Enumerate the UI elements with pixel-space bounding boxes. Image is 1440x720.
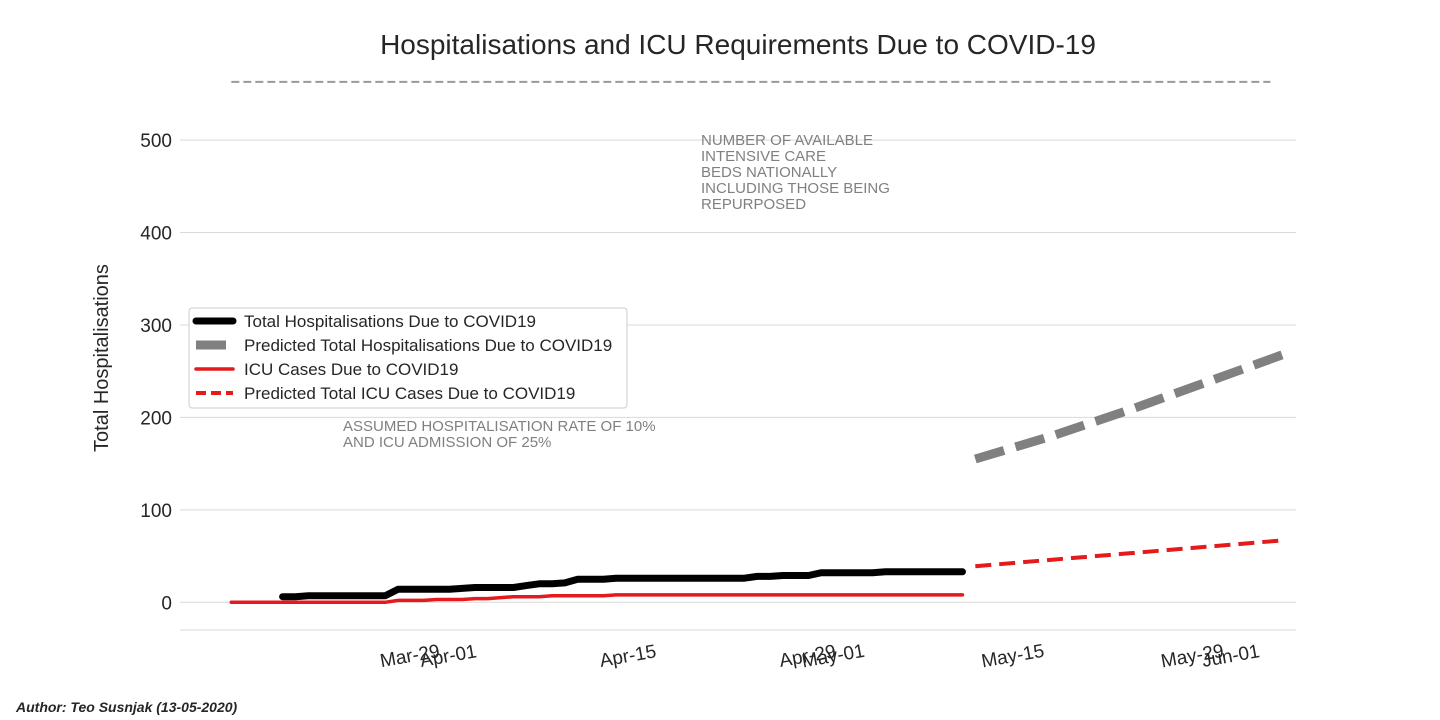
y-tick-label: 400 [140,224,172,245]
legend-box [188,307,628,409]
author-credit: Author: Teo Susnjak (13-05-2020) [16,699,238,715]
series-line-0 [279,568,966,601]
y-axis-ticks: 0 100 200 300 400 500 [140,131,172,614]
y-tick-label: 500 [140,131,172,152]
annotation-line: BEDS NATIONALLY [701,164,837,181]
annotation-line: REPURPOSED [701,196,806,213]
legend-entry-1: Predicted Total Hospitalisations Due to … [244,336,612,355]
series-line-1 [974,350,1285,464]
y-tick-label: 0 [161,593,172,614]
annotation-line: INTENSIVE CARE [701,148,826,165]
series-group [229,350,1285,605]
chart-title: Hospitalisations and ICU Requirements Du… [380,29,1096,60]
annotation-line: ASSUMED HOSPITALISATION RATE OF 10% [343,418,656,435]
series-line-2 [229,593,965,605]
annotation-line: INCLUDING THOSE BEING [701,180,890,197]
y-tick-label: 100 [140,501,172,522]
y-tick-label: 200 [140,408,172,429]
annotation-line: NUMBER OF AVAILABLE [701,132,873,149]
legend: Total Hospitalisations Due to COVID19 Pre… [188,307,628,409]
legend-entry-2: ICU Cases Due to COVID19 [244,360,458,379]
legend-entry-0: Total Hospitalisations Due to COVID19 [244,312,536,331]
annotation-line: AND ICU ADMISSION OF 25% [343,434,551,451]
x-tick-label: Apr-15 [598,641,658,672]
x-tick-label: May-15 [980,641,1046,673]
y-axis-label: Total Hospitalisations [91,264,113,452]
series-line-3 [975,538,1284,569]
y-tick-label: 300 [140,316,172,337]
legend-entry-3: Predicted Total ICU Cases Due to COVID19 [244,384,575,403]
